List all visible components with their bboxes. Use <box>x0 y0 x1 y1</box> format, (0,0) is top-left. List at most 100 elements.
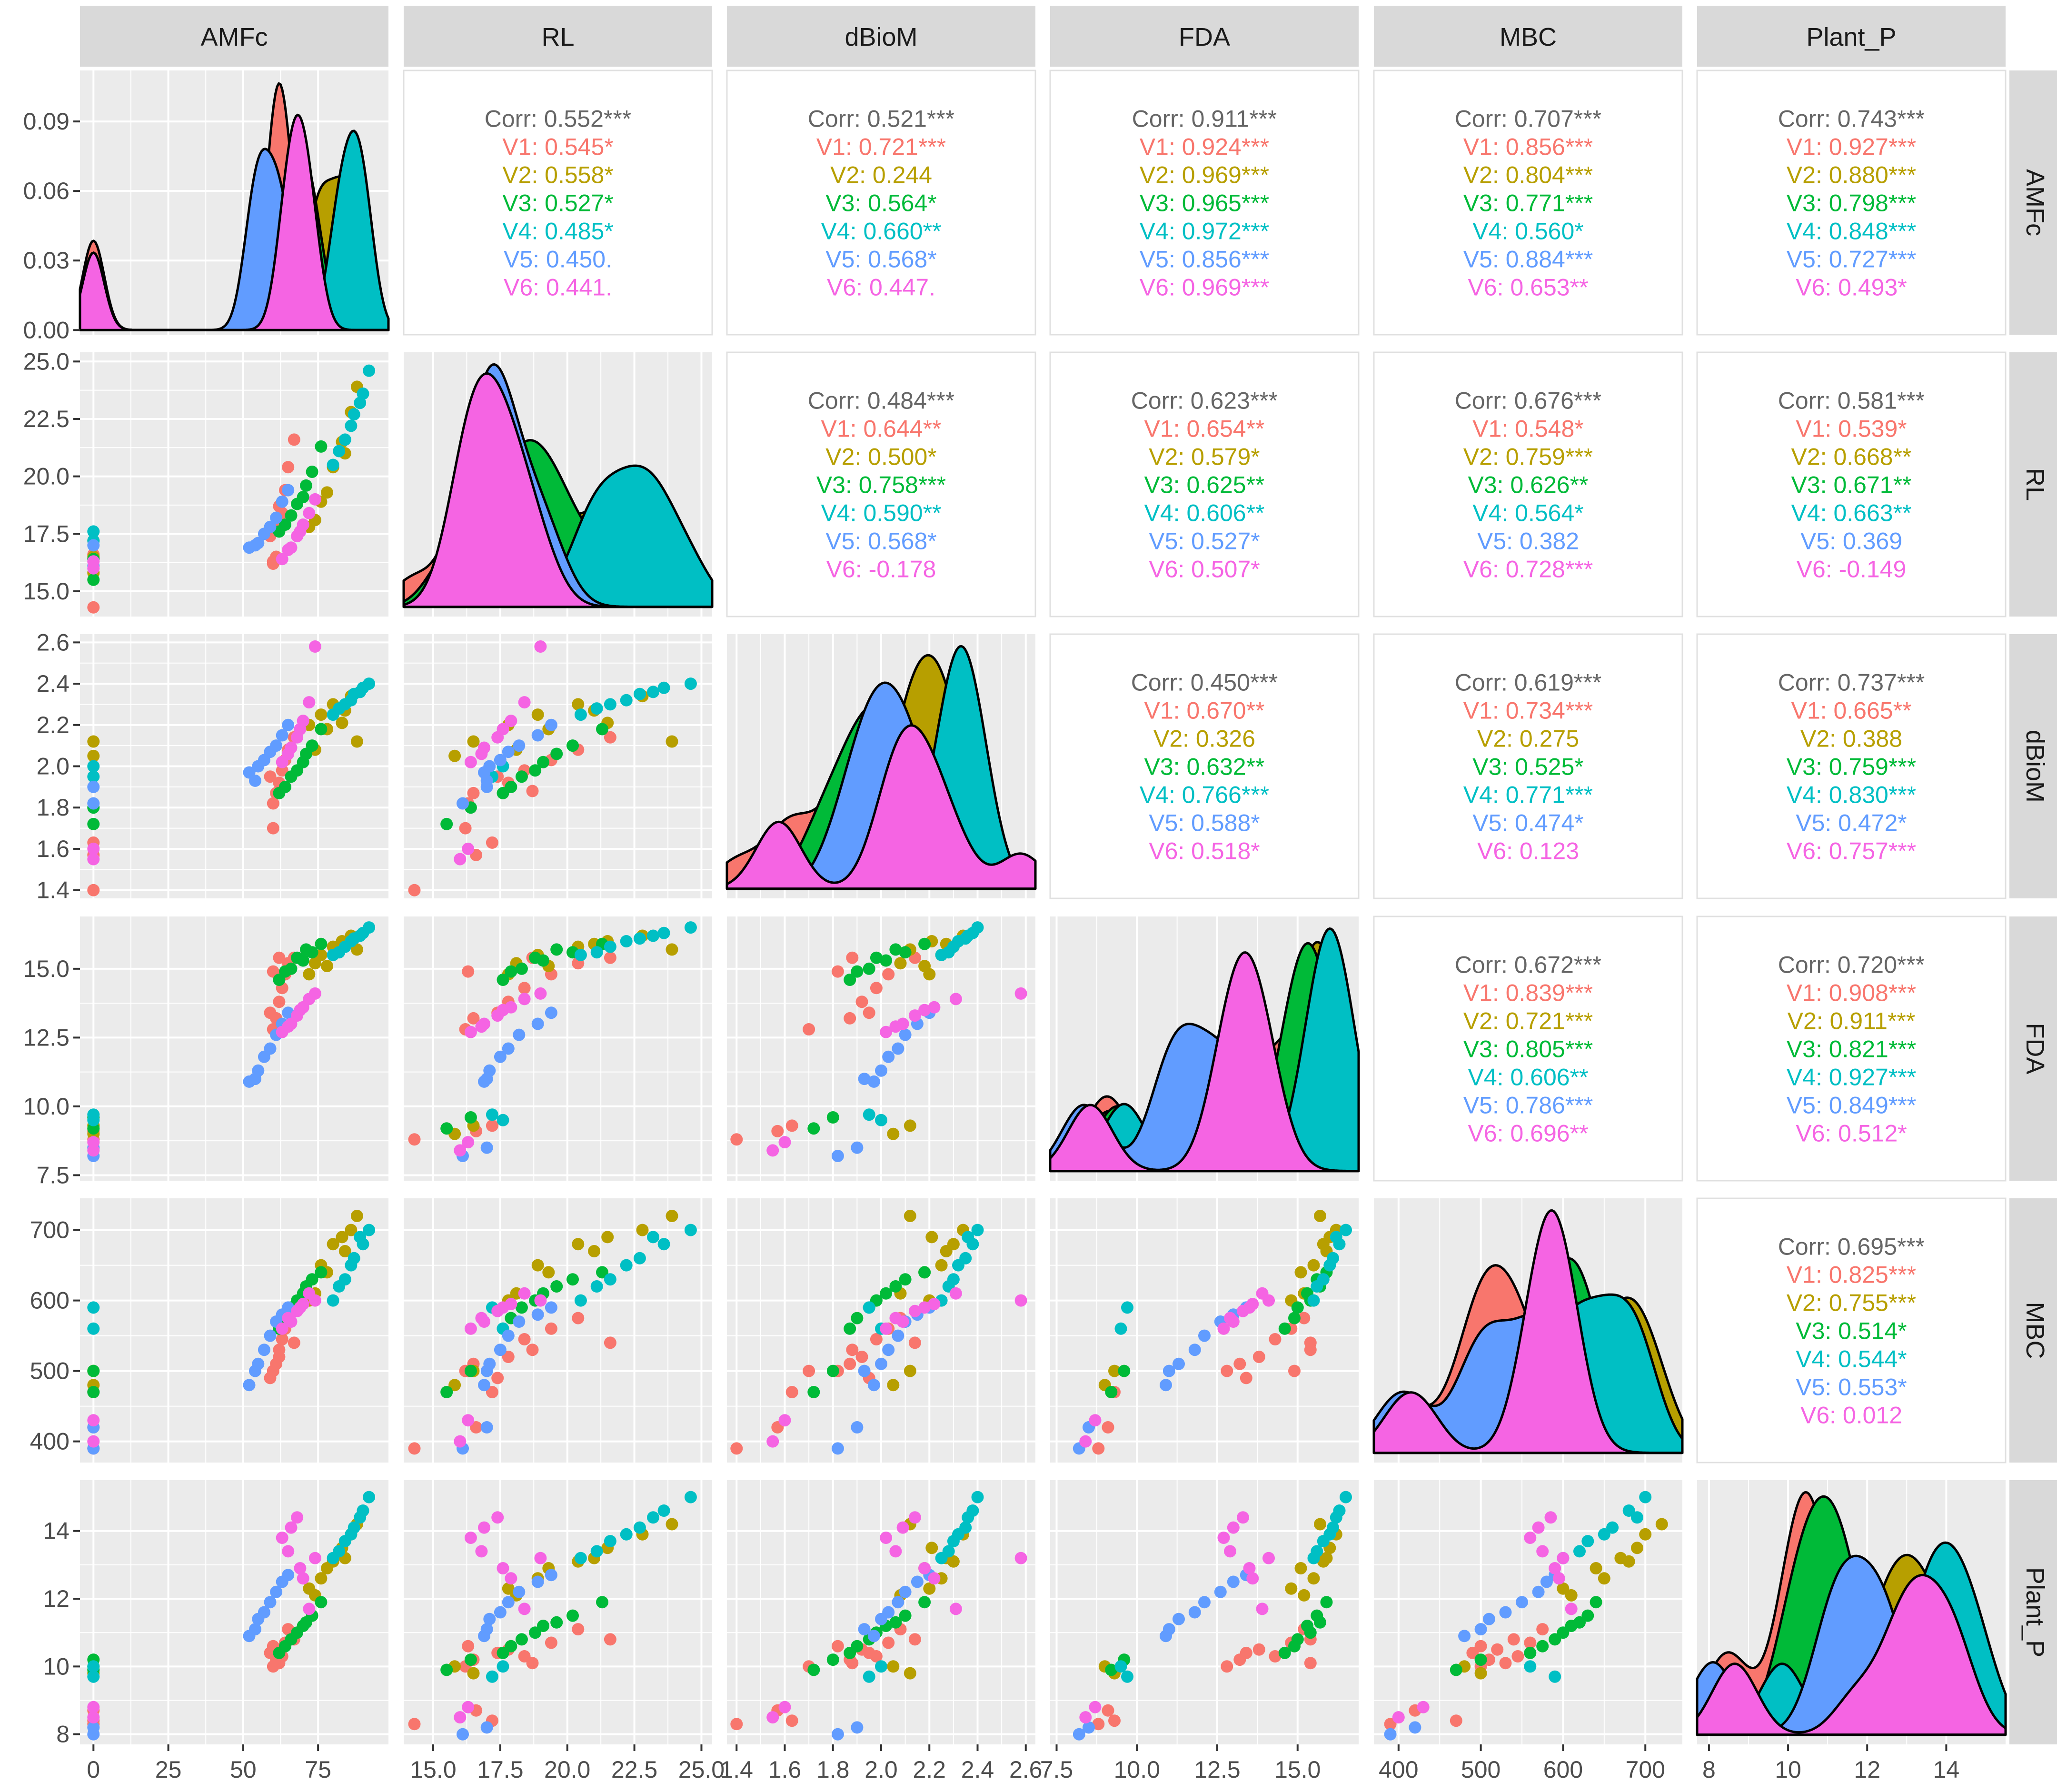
row-strip-dBioM <box>2009 634 2057 898</box>
corr-panel-frame <box>1696 1197 2007 1463</box>
corr-group-label-V4: V4: 0.560* <box>1472 218 1584 245</box>
scatter-point-V3 <box>1304 1626 1317 1639</box>
row-strip-MBC <box>2009 1198 2057 1463</box>
scatter-point-V5 <box>899 1585 912 1598</box>
scatter-point-V5 <box>480 774 493 787</box>
scatter-point-V4 <box>1524 1660 1537 1673</box>
scatter-point-V2 <box>345 1224 358 1236</box>
scatter-point-V4 <box>620 935 633 947</box>
scatter-point-V6 <box>1243 1301 1256 1314</box>
corr-group-label-V5: V5: 0.884*** <box>1463 246 1593 273</box>
corr-group-label-V6: V6: 0.493* <box>1796 274 1907 301</box>
scatter-point-V4 <box>574 948 587 961</box>
scatter-point-V3 <box>1278 1322 1291 1335</box>
scatter-point-V1 <box>1491 1643 1504 1656</box>
corr-group-label-V2: V2: 0.244 <box>830 162 932 189</box>
scatter-point-V1 <box>276 1333 288 1345</box>
scatter-point-V4 <box>345 935 358 947</box>
y-tick-label-FDA: 15.0 <box>23 956 70 982</box>
scatter-point-V4 <box>363 1491 376 1503</box>
corr-panel-frame <box>1049 633 1360 899</box>
scatter-point-V4 <box>87 1660 100 1673</box>
corr-panel-RL-Plant_P: Corr: 0.581***V1: 0.539*V2: 0.668**V3: 0… <box>1696 351 2007 617</box>
scatter-point-V6 <box>282 1020 295 1033</box>
scatter-point-V4 <box>345 1259 358 1272</box>
scatter-point-V3 <box>1105 1386 1118 1398</box>
scatter-point-V3 <box>300 943 312 956</box>
scatter-point-V1 <box>486 1119 498 1132</box>
scatter-point-V6 <box>454 853 467 866</box>
scatter-point-V2 <box>1590 1562 1602 1574</box>
scatter-point-V4 <box>1307 1294 1320 1307</box>
scatter-point-V2 <box>666 735 678 748</box>
scatter-point-V6 <box>1262 1294 1275 1307</box>
scatter-point-V5 <box>480 1623 493 1636</box>
scatter-point-V4 <box>1581 1535 1594 1548</box>
scatter-point-V3 <box>807 1122 820 1135</box>
corr-group-label-V4: V4: 0.606** <box>1144 500 1265 527</box>
corr-group-label-V1: V1: 0.539* <box>1796 416 1907 442</box>
scatter-point-V2 <box>1307 1572 1320 1585</box>
scatter-point-V6 <box>276 1532 288 1544</box>
scatter-point-V6 <box>294 525 307 538</box>
y-tick-label-dBioM: 2.4 <box>36 670 70 697</box>
scatter-point-V1 <box>273 951 286 964</box>
scatter-point-V6 <box>908 1009 921 1022</box>
scatter-point-V1 <box>855 996 868 1008</box>
scatter-point-V5 <box>1227 1575 1240 1588</box>
scatter-point-V1 <box>467 786 480 799</box>
scatter-point-V3 <box>291 951 304 964</box>
corr-group-label-V4: V4: 0.830*** <box>1787 782 1916 808</box>
scatter-point-V6 <box>1532 1521 1545 1534</box>
scatter-point-V3 <box>291 498 304 510</box>
scatter-point-V6 <box>1014 1294 1027 1307</box>
scatter-point-V1 <box>604 951 616 964</box>
scatter-point-V2 <box>666 1210 678 1222</box>
scatter-point-V5 <box>882 1050 895 1063</box>
scatter-point-V1 <box>1298 1312 1311 1324</box>
scatter-point-V4 <box>875 1114 887 1126</box>
scatter-point-V1 <box>1499 1657 1512 1670</box>
scatter-point-V5 <box>1540 1575 1553 1588</box>
corr-group-label-V2: V2: 0.911*** <box>1788 1008 1916 1035</box>
scatter-point-V5 <box>502 746 515 758</box>
corr-group-label-V2: V2: 0.880*** <box>1787 162 1916 189</box>
corr-group-label-V3: V3: 0.626** <box>1468 472 1589 498</box>
x-tick-label-RL: 25.0 <box>678 1756 725 1783</box>
y-tick-label-AMFc: 0.00 <box>23 317 70 343</box>
scatter-point-V1 <box>288 433 300 446</box>
scatter-point-V4 <box>620 694 633 707</box>
scatter-point-V3 <box>596 1596 608 1609</box>
scatter-point-V2 <box>887 1127 900 1140</box>
scatter-point-V6 <box>1565 1603 1578 1615</box>
scatter-point-V5 <box>513 1315 526 1328</box>
scatter-point-V1 <box>462 1640 475 1653</box>
scatter-point-V4 <box>354 1231 367 1244</box>
scatter-point-V1 <box>264 1646 277 1659</box>
scatter-point-V2 <box>1655 1518 1668 1531</box>
scatter-point-V1 <box>908 1633 921 1646</box>
scatter-point-V3 <box>1288 1640 1301 1653</box>
corr-total-label: Corr: 0.619*** <box>1455 669 1602 696</box>
scatter-point-V6 <box>889 1312 902 1324</box>
scatter-point-V5 <box>270 511 283 524</box>
scatter-point-V2 <box>1631 1542 1643 1554</box>
scatter-point-V6 <box>308 1294 321 1307</box>
scatter-point-V2 <box>303 968 316 981</box>
corr-total-label: Corr: 0.623*** <box>1131 388 1278 414</box>
column-strip-label-AMFc: AMFc <box>201 23 268 51</box>
scatter-point-V4 <box>1114 1322 1127 1335</box>
corr-total-label: Corr: 0.911*** <box>1132 106 1277 132</box>
scatter-point-V5 <box>1163 1364 1175 1377</box>
scatter-point-V4 <box>952 1259 964 1272</box>
scatter-point-V6 <box>518 696 531 709</box>
scatter-point-V5 <box>545 1569 557 1582</box>
scatter-panel-FDA-dBioM <box>727 916 1035 1181</box>
row-strip-RL <box>2009 352 2057 617</box>
corr-group-label-V1: V1: 0.644** <box>821 416 942 442</box>
scatter-point-V3 <box>440 1122 453 1135</box>
scatter-point-V6 <box>1224 1312 1236 1324</box>
corr-total-label: Corr: 0.676*** <box>1455 388 1602 414</box>
corr-panel-frame <box>1373 351 1683 617</box>
